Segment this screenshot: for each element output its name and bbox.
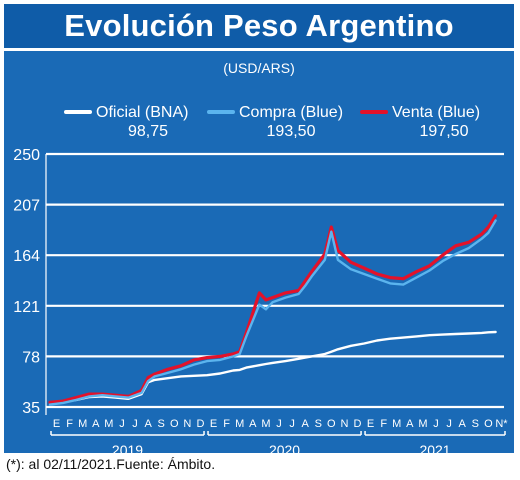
month-tick-label: M: [104, 418, 113, 430]
month-tick-label: S: [472, 418, 479, 430]
month-tick-label: J: [289, 418, 295, 430]
source-footnote: (*): al 02/11/2021.Fuente: Ámbito.: [6, 456, 216, 472]
month-tick-label: J: [433, 418, 439, 430]
grid-lines: [46, 152, 504, 409]
month-tick-label: F: [66, 418, 73, 430]
month-tick-label: M: [392, 418, 401, 430]
legend-label-venta: Venta (Blue): [392, 104, 480, 121]
chart-frame: Evolución Peso Argentino (USD/ARS) Ofici…: [4, 4, 514, 453]
legend-label-compra: Compra (Blue): [239, 104, 343, 121]
unit-label: (USD/ARS): [223, 60, 295, 76]
month-tick-label: D: [354, 418, 362, 430]
month-tick-label: F: [380, 418, 387, 430]
month-tick-label: A: [459, 418, 467, 430]
month-tick-label: M: [78, 418, 87, 430]
month-tick-label: J: [132, 418, 138, 430]
year-label-2019: 2019: [112, 442, 143, 453]
month-tick-label: M: [261, 418, 270, 430]
chart-title: Evolución Peso Argentino: [4, 4, 514, 51]
series-line-oficial: [48, 330, 497, 405]
month-tick-label: D: [197, 418, 205, 430]
legend-value-oficial: 98,75: [128, 123, 168, 140]
month-tick-label: N*: [495, 418, 508, 430]
legend: Oficial (BNA) 98,75 Compra (Blue) 193,50 Ven…: [64, 104, 480, 140]
month-tick-label: O: [484, 418, 493, 430]
month-tick-label: J: [276, 418, 282, 430]
series-line-compra: [48, 219, 497, 406]
month-tick-label: A: [249, 418, 257, 430]
y-axis: 250 207 164 121 78 35: [13, 147, 47, 417]
month-tick-label: O: [170, 418, 179, 430]
month-tick-label: J: [446, 418, 452, 430]
month-tick-label: F: [223, 418, 230, 430]
month-tick-label: M: [418, 418, 427, 430]
series-line-venta: [48, 214, 498, 404]
month-tick-label: S: [315, 418, 322, 430]
month-tick-label: E: [210, 418, 217, 430]
y-tick-label-250: 250: [13, 147, 40, 164]
legend-value-venta: 197,50: [420, 123, 469, 140]
series-lines: [48, 214, 498, 406]
month-tick-label: E: [367, 418, 374, 430]
legend-label-oficial: Oficial (BNA): [96, 104, 188, 121]
year-label-2020: 2020: [269, 442, 300, 453]
month-tick-label: M: [235, 418, 244, 430]
month-tick-label: N: [183, 418, 191, 430]
month-tick-label: A: [301, 418, 309, 430]
month-tick-label: E: [53, 418, 60, 430]
month-tick-label: A: [92, 418, 100, 430]
y-tick-label-78: 78: [22, 349, 40, 366]
month-tick-label: O: [327, 418, 336, 430]
line-chart: (USD/ARS) Oficial (BNA) 98,75 Compra (Blue…: [13, 60, 508, 453]
y-tick-label-207: 207: [13, 198, 40, 215]
month-tick-label: A: [406, 418, 414, 430]
plot-area: (USD/ARS) Oficial (BNA) 98,75 Compra (Blue…: [4, 51, 514, 453]
y-tick-label-121: 121: [13, 299, 40, 316]
month-tick-label: A: [144, 418, 152, 430]
year-label-2021: 2021: [419, 442, 450, 453]
month-tick-label: J: [119, 418, 125, 430]
y-tick-label-164: 164: [13, 248, 40, 265]
month-tick-label: S: [158, 418, 165, 430]
legend-value-compra: 193,50: [267, 123, 316, 140]
y-tick-label-35: 35: [22, 400, 40, 417]
month-tick-label: N: [340, 418, 348, 430]
